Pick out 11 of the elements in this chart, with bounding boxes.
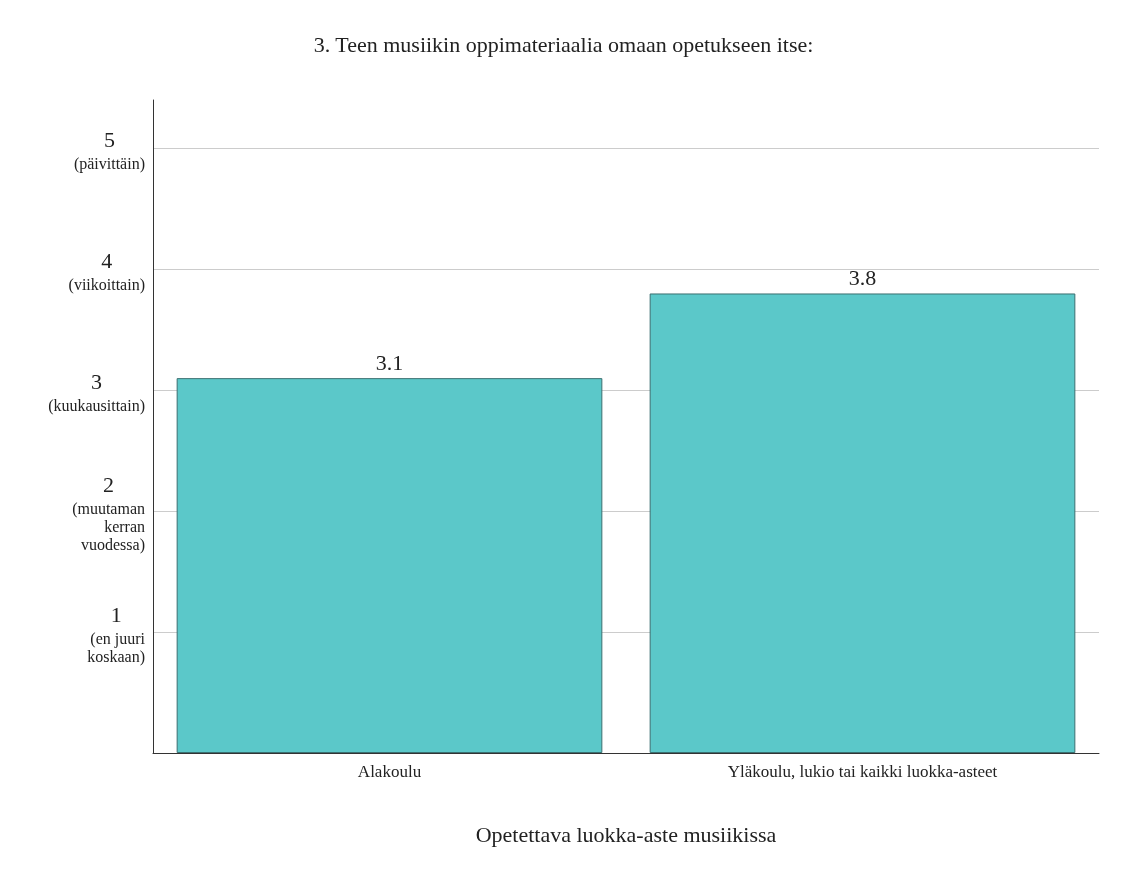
chart-title: 3. Teen musiikin oppimateriaalia omaan opetukseen itse: (313, 31, 814, 57)
y-tick-label: 1 (en juuri koskaan) (87, 601, 146, 666)
x-axis-title: Opetettava luokka-aste musiikissa (475, 821, 777, 847)
y-tick-label: 5 (päivittäin) (73, 126, 145, 173)
x-tick-label: Alakoulu (357, 762, 422, 781)
x-tick-label: Yläkoulu, lukio tai kaikki luokka-asteet (727, 762, 998, 781)
data-label: 3.1 (375, 349, 404, 375)
y-tick-label: 3 (kuukausittain) (48, 368, 145, 415)
y-tick-label: 4 (viikoittain) (68, 247, 145, 294)
y-tick-label: 2 (muutaman kerran vuodessa) (72, 471, 145, 554)
data-label: 3.8 (848, 264, 877, 290)
